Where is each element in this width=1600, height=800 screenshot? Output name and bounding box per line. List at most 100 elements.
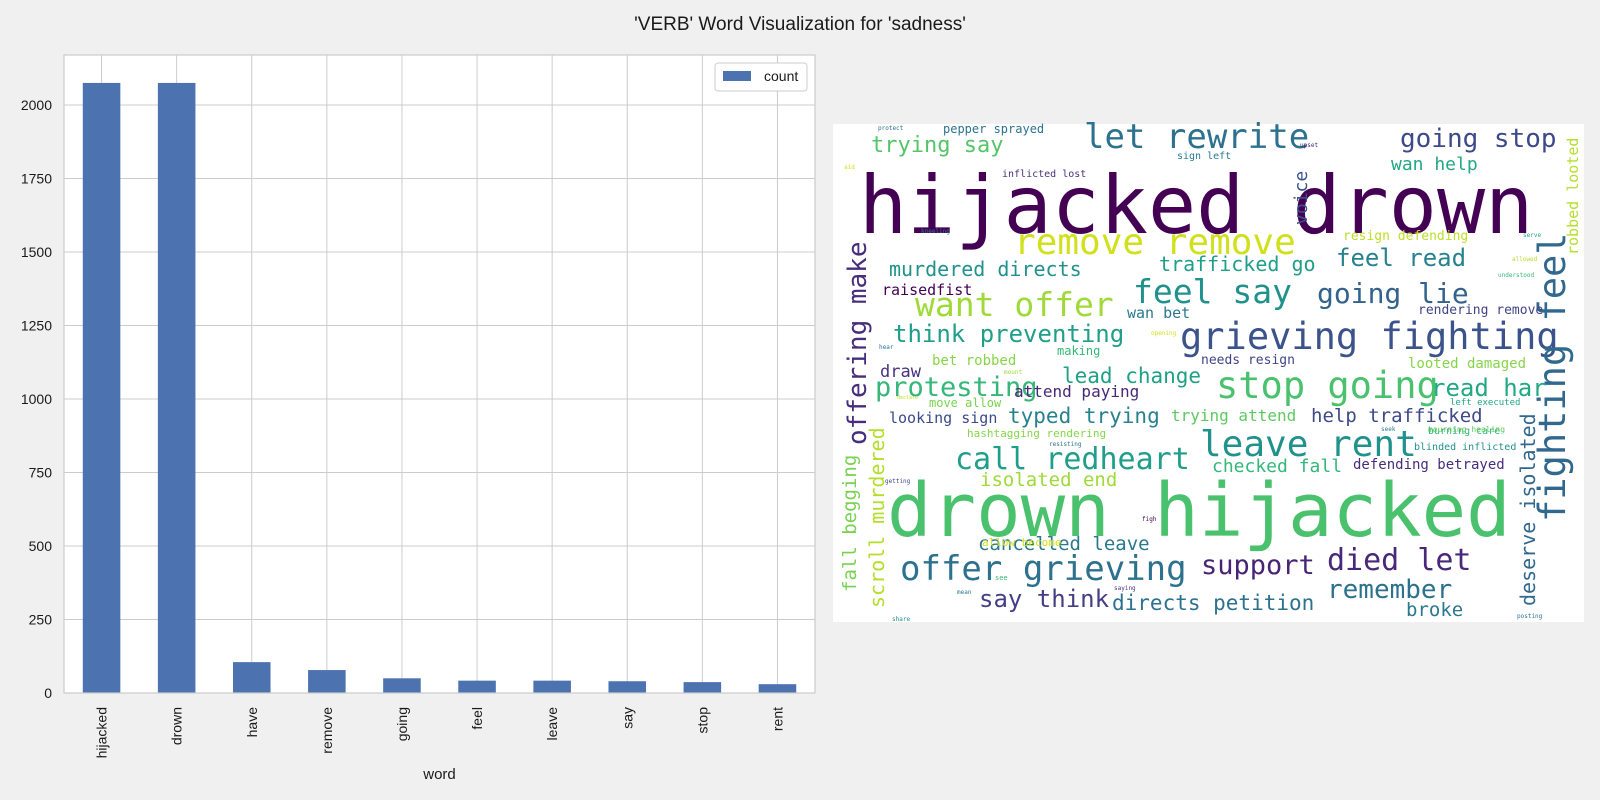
word-cloud-word: serve <box>1523 232 1541 239</box>
word-cloud: hijacked drown drown hijacked remove remov… <box>833 117 1584 623</box>
word-cloud-word: support <box>1201 550 1315 581</box>
y-tick-label: 1000 <box>21 391 52 407</box>
y-tick-label: 2000 <box>21 97 52 113</box>
x-tick-label: feel <box>469 707 485 730</box>
word-cloud-word: sign left <box>1177 151 1231 162</box>
word-cloud-word: cancelled leave <box>978 533 1150 555</box>
word-cloud-word: want offer <box>915 285 1114 324</box>
word-cloud-word: read har <box>1431 374 1547 402</box>
word-cloud-word: lead change <box>1062 364 1201 388</box>
legend-swatch <box>723 71 751 81</box>
legend-box <box>714 62 808 92</box>
word-cloud-word: leave rent <box>1200 424 1417 465</box>
x-axis-label: word <box>422 766 456 783</box>
word-cloud-word: died let <box>1327 543 1472 578</box>
word-cloud-word: broke <box>1406 599 1463 621</box>
word-cloud-word: blinded inflicted <box>1414 442 1516 453</box>
x-tick-label: have <box>244 707 260 738</box>
word-cloud-word: trafficked go <box>1159 252 1316 276</box>
word-cloud-word: declare <box>897 395 918 401</box>
word-cloud-word: drown hijacked <box>887 468 1511 554</box>
word-cloud-word: typed trying <box>1008 404 1160 428</box>
x-tick-label: leave <box>544 707 560 741</box>
word-cloud-word: mount <box>1004 369 1022 376</box>
bar-chart: 0 250 500 750 1000 1250 1500 1750 2000 hijacked d… <box>21 54 816 783</box>
word-cloud-word: fall begging <box>839 455 861 592</box>
word-cloud-word: let rewrite <box>1084 117 1309 157</box>
bar-leave <box>533 680 571 693</box>
word-cloud-word: attend paying <box>1014 382 1139 401</box>
bar-have <box>232 662 271 693</box>
word-cloud-word: bet robbed <box>932 353 1016 369</box>
word-cloud-word: murdered directs <box>889 257 1082 281</box>
word-cloud-word: resign defending <box>1343 229 1468 244</box>
figure-title: 'VERB' Word Visualization for 'sadness' <box>634 14 966 35</box>
word-cloud-word: needs resign <box>1201 353 1295 368</box>
plot-frame <box>63 54 816 694</box>
word-cloud-word: move allow <box>929 396 1002 410</box>
word-cloud-word: help trafficked <box>1311 405 1483 427</box>
y-tick-label: 0 <box>44 685 52 701</box>
x-tick-label: drown <box>169 707 185 745</box>
x-tick-label: remove <box>319 707 335 754</box>
word-cloud-words: hijacked drown drown hijacked remove remov… <box>839 117 1582 623</box>
word-cloud-word: allowed <box>1512 256 1538 263</box>
word-cloud-word: trying say <box>871 133 1003 158</box>
word-cloud-word: upset <box>1300 142 1318 149</box>
word-cloud-word: defending betrayed <box>1353 457 1505 473</box>
word-cloud-word: understood <box>1498 272 1535 279</box>
word-cloud-word: remember <box>1327 575 1452 605</box>
word-cloud-word: posting <box>1517 613 1543 620</box>
word-cloud-word: looted damaged <box>1408 356 1526 372</box>
word-cloud-word: aid <box>844 164 855 171</box>
legend-label: count <box>764 68 798 84</box>
y-tick-label: 1750 <box>21 170 52 186</box>
word-cloud-word: rendering remove <box>1418 303 1543 318</box>
word-cloud-word: stop going <box>1216 364 1439 407</box>
word-cloud-word: call redheart <box>955 442 1190 477</box>
word-cloud-word: making <box>1057 344 1100 358</box>
word-cloud-word: hijacked drown <box>859 159 1533 252</box>
word-cloud-word: seek <box>1381 426 1396 433</box>
x-tick-label: going <box>394 707 410 741</box>
bar-feel <box>458 680 496 693</box>
word-cloud-word: going lie <box>1317 277 1469 310</box>
y-tick-label: 750 <box>29 464 53 480</box>
y-tick-label: 1500 <box>21 244 52 260</box>
word-cloud-word: directs petition <box>1112 591 1314 615</box>
word-cloud-word: kneeling <box>921 228 950 235</box>
word-cloud-word: wan bet <box>1127 304 1190 322</box>
bar-rent <box>758 684 797 693</box>
word-cloud-word: feel say <box>1133 272 1292 311</box>
word-cloud-word: saying <box>1114 585 1136 592</box>
bar-drown <box>157 82 196 693</box>
bar-remove <box>308 670 346 693</box>
word-cloud-word: think preventing <box>893 320 1124 348</box>
word-cloud-word: offering make <box>843 242 873 446</box>
y-tick-label: 1250 <box>21 317 52 333</box>
word-cloud-word: share <box>892 616 910 623</box>
bars <box>82 82 797 693</box>
word-cloud-word: protect <box>878 125 904 132</box>
x-tick-label: stop <box>694 707 710 734</box>
word-cloud-word: mean <box>957 589 972 596</box>
word-cloud-word: offer grieving <box>900 549 1187 589</box>
word-cloud-word: going stop <box>1400 124 1557 154</box>
word-cloud-word: left executed <box>1450 398 1520 408</box>
word-cloud-word: robbed looted <box>1564 138 1582 255</box>
y-tick-label: 500 <box>29 538 53 554</box>
word-cloud-word: say think <box>979 585 1110 613</box>
word-cloud-word: protesting <box>875 372 1038 403</box>
word-cloud-word: resisting <box>1049 441 1082 448</box>
word-cloud-word: see <box>995 574 1008 582</box>
word-cloud-word: grieving fighting <box>1180 315 1559 358</box>
word-cloud-word: deserve isolated <box>1516 413 1540 606</box>
word-cloud-word: mourning healing <box>1428 425 1505 434</box>
y-tick-labels: 0 250 500 750 1000 1250 1500 1750 2000 <box>21 97 52 701</box>
word-cloud-word: fighting feel <box>1531 232 1574 522</box>
word-cloud-word: allow become <box>982 536 1061 549</box>
y-tick-label: 250 <box>29 611 53 627</box>
word-cloud-word: raisedfist <box>882 281 972 299</box>
bar-stop <box>683 682 722 693</box>
